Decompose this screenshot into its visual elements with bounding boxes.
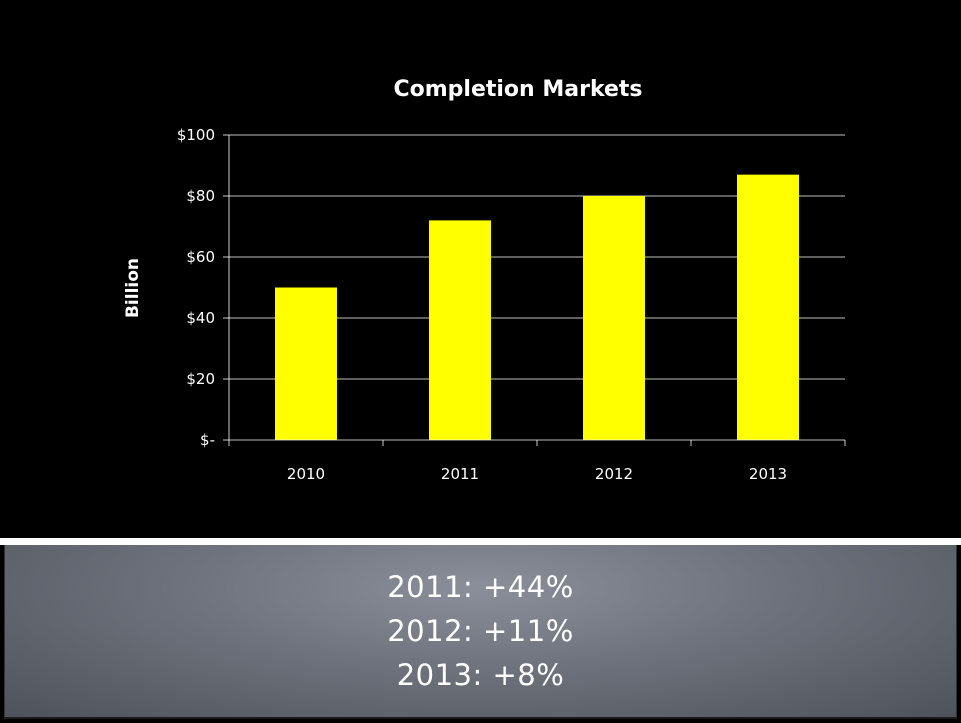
chart-title: Completion Markets <box>393 77 642 102</box>
bar-2010 <box>275 287 337 440</box>
x-tick-label: 2011 <box>441 465 479 483</box>
x-tick-label: 2010 <box>287 465 325 483</box>
growth-note-2011: 2011: +44% <box>387 570 574 604</box>
y-tick-label: $100 <box>177 126 215 144</box>
y-axis-title: Billion <box>123 258 143 318</box>
x-tick-label: 2012 <box>595 465 633 483</box>
growth-note-2012: 2012: +11% <box>387 614 574 648</box>
x-tick-labels: 2010 2011 2012 2013 <box>287 465 787 483</box>
growth-note-2013: 2013: +8% <box>396 658 565 692</box>
y-tick-labels: $- $20 $40 $60 $80 $100 <box>177 126 215 449</box>
bar-chart: Completion Markets Billion $- $20 $40 $60 $8… <box>123 77 846 483</box>
y-tick-label: $- <box>200 431 215 449</box>
x-tick-label: 2013 <box>749 465 787 483</box>
bar-2011 <box>429 220 491 440</box>
y-tick-label: $40 <box>186 309 215 327</box>
chart-area: Completion Markets Billion $- $20 $40 $60 $8… <box>123 77 846 483</box>
y-tick-label: $60 <box>186 248 215 266</box>
bar-2013 <box>737 174 799 440</box>
axes <box>223 134 846 446</box>
divider <box>0 538 961 545</box>
y-tick-label: $20 <box>186 370 215 388</box>
bars <box>275 174 799 440</box>
growth-notes-panel: 2011: +44% 2012: +11% 2013: +8% <box>4 545 957 719</box>
y-tick-label: $80 <box>186 187 215 205</box>
bar-2012 <box>583 196 645 440</box>
